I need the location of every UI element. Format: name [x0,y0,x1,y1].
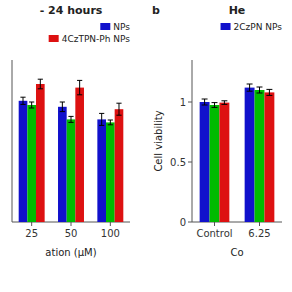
error-bar [77,80,82,94]
x-axis-label: ation (μM) [45,247,96,258]
bar [210,105,220,222]
legend-label: NPs [113,22,130,32]
error-bar [247,84,253,91]
x-tick-label: 6.25 [248,228,270,239]
bar [264,92,274,222]
bar [27,105,36,222]
y-tick-label: 0.5 [170,157,186,168]
error-bar [99,113,104,125]
panel: 25 50 100 - 24 hours ation (μM) NPs 4CzTPN-Ph … [12,4,130,258]
error-bar [116,103,121,115]
plot-area [19,79,124,222]
bar [58,107,67,222]
x-tick-label: Control [196,228,232,239]
error-bar [202,99,208,105]
bar [67,119,76,222]
annotation: b [152,4,160,17]
legend-swatch [49,35,59,42]
bar [19,101,28,222]
error-bar [221,101,227,105]
error-bar [38,79,43,89]
y-axis-line [192,60,193,222]
y-tick [188,162,192,163]
y-axis-line [12,60,13,222]
bar [219,103,229,222]
x-tick [71,222,72,226]
bar [115,109,124,222]
x-tick-label: 100 [101,228,120,239]
y-axis-label: Cell viability [153,110,164,171]
error-bar [108,120,113,125]
error-bar [212,103,218,108]
error-bar [20,97,25,104]
panel: 0 0.5 1 Control 6.25 He b Co Cell viability 2CzPN… [152,4,282,258]
legend: 2CzPN NPs [221,22,283,32]
plot-area [200,84,275,222]
legend-label: 2CzPN NPs [234,22,283,32]
title: - 24 hours [40,4,103,17]
error-bar [68,116,73,122]
error-bar [257,87,263,93]
legend-swatch [100,23,110,30]
x-axis-label: Co [230,247,243,258]
y-tick-label: 1 [180,97,186,108]
x-tick [110,222,111,226]
bar [75,88,84,222]
x-tick [31,222,32,226]
y-tick-label: 0 [180,217,186,228]
y-tick [188,222,192,223]
x-tick [259,222,260,226]
bar [255,90,265,222]
x-tick [214,222,215,226]
bar [36,84,45,222]
error-bar [29,102,34,108]
error-bar [266,89,272,95]
bar [245,88,255,222]
legend: NPs 4CzTPN-Ph NPs [49,22,131,44]
chart-root: 25 50 100 - 24 hours ation (μM) NPs 4CzTPN-Ph … [0,0,292,292]
bar [97,119,106,222]
error-bar [60,102,65,112]
title: He [229,4,246,17]
bar [106,122,115,222]
x-tick-label: 50 [65,228,78,239]
legend-label: 4CzTPN-Ph NPs [62,34,131,44]
legend-swatch [221,23,231,30]
y-tick [188,102,192,103]
x-tick-label: 25 [25,228,38,239]
bar [200,102,210,222]
